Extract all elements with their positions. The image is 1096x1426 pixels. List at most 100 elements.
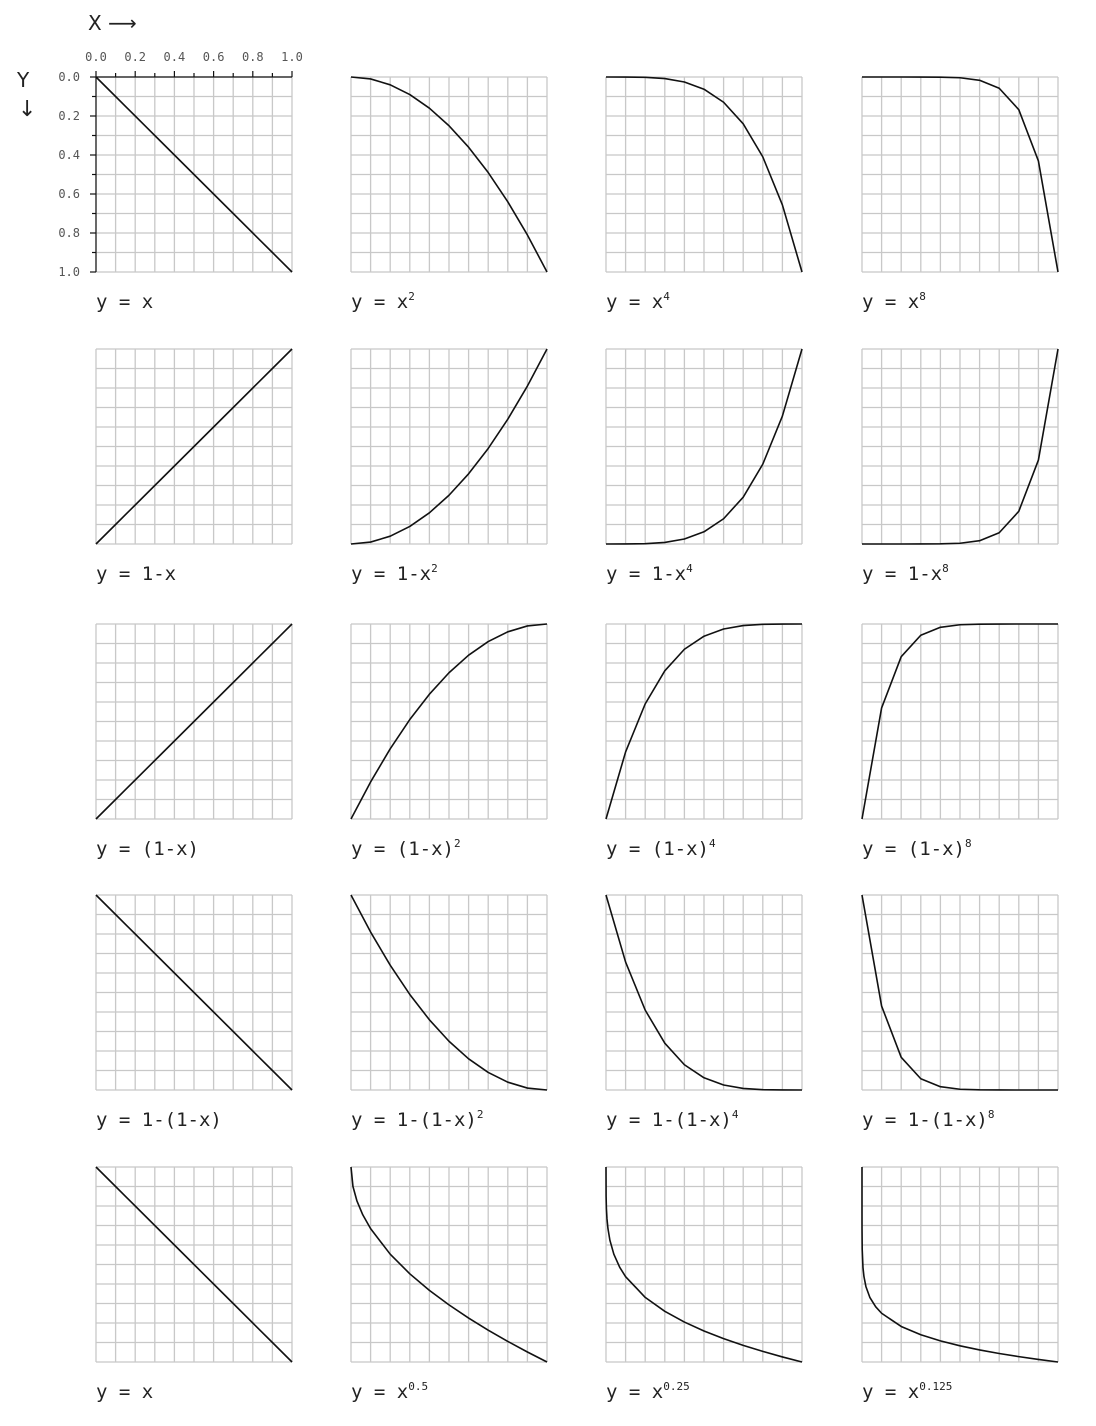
grid (605, 894, 803, 1091)
chart-label-exponent: 8 (942, 562, 949, 575)
chart-panel-13: y = 1-(1-x) (95, 894, 293, 1131)
chart-panel-19: y = x0.25 (605, 1166, 803, 1403)
chart-label: y = 1-x4 (606, 562, 693, 585)
y-tick-label: 0.0 (58, 70, 80, 84)
grid (350, 348, 548, 545)
chart-panel-15: y = 1-(1-x)4 (605, 894, 803, 1131)
chart-label-base: y = x (862, 1381, 919, 1403)
chart-label-base: y = (1-x) (606, 838, 709, 860)
grid (605, 623, 803, 820)
chart-panel-10: y = (1-x)2 (350, 623, 548, 860)
chart-panel-3: y = x4 (605, 76, 803, 313)
chart-label: y = x0.25 (606, 1380, 690, 1403)
chart-label-exponent: 0.5 (408, 1380, 428, 1393)
chart-label-exponent: 4 (732, 1108, 739, 1121)
curve (605, 623, 803, 820)
y-axis-title: Y ↓ (17, 70, 36, 121)
grid (861, 1166, 1059, 1363)
curve (95, 894, 293, 1091)
chart-panel-1: y = x (95, 76, 293, 313)
y-axis-title-letter: Y (17, 68, 30, 92)
chart-panel-11: y = (1-x)4 (605, 623, 803, 860)
chart-label-base: y = 1-x (606, 563, 686, 585)
chart-label: y = x0.125 (862, 1380, 952, 1403)
chart-label-base: y = x (606, 1381, 663, 1403)
chart-label: y = x (96, 1381, 153, 1403)
curve (861, 623, 1058, 820)
y-tick-label: 0.8 (58, 226, 80, 240)
curve (350, 894, 548, 1091)
x-tick-label: 0.0 (85, 50, 107, 64)
chart-label: y = 1-x8 (862, 562, 949, 585)
chart-label-exponent: 2 (477, 1108, 484, 1121)
chart-label-base: y = 1-(1-x) (606, 1109, 732, 1131)
grid (605, 76, 803, 273)
curve (861, 1167, 1059, 1363)
grid (350, 1166, 548, 1363)
chart-label-base: y = 1-(1-x) (96, 1109, 222, 1131)
chart-panel-12: y = (1-x)8 (861, 623, 1059, 860)
chart-label-base: y = x (862, 291, 919, 313)
chart-label-base: y = 1-(1-x) (351, 1109, 477, 1131)
chart-panel-8: y = 1-x8 (861, 348, 1059, 585)
curve (95, 76, 293, 273)
chart-label-base: y = x (96, 1381, 153, 1403)
chart-label: y = x4 (606, 290, 670, 313)
chart-label: y = x8 (862, 290, 926, 313)
chart-label-exponent: 4 (686, 562, 693, 575)
curve (862, 76, 1059, 273)
x-axis-arrow: ⟶ (108, 11, 137, 35)
chart-label: y = x (96, 291, 153, 313)
curve (350, 348, 548, 545)
chart-label-base: y = 1-x (862, 563, 942, 585)
grid (350, 623, 548, 820)
y-tick-label: 0.2 (58, 109, 80, 123)
chart-label-exponent: 4 (709, 837, 716, 850)
chart-panel-16: y = 1-(1-x)8 (861, 894, 1059, 1131)
x-tick-label: 0.8 (242, 50, 264, 64)
chart-label-exponent: 4 (663, 290, 670, 303)
chart-panel-20: y = x0.125 (861, 1166, 1059, 1403)
chart-label: y = (1-x)2 (351, 837, 461, 860)
chart-panel-18: y = x0.5 (350, 1166, 548, 1403)
chart-label: y = x0.5 (351, 1380, 428, 1403)
grid (350, 76, 548, 273)
curve (605, 76, 803, 273)
chart-label: y = 1-(1-x) (96, 1109, 222, 1131)
chart-label-exponent: 0.125 (919, 1380, 952, 1393)
grid (861, 76, 1059, 273)
x-tick-label: 0.2 (124, 50, 146, 64)
curve (350, 76, 548, 273)
grid (861, 348, 1059, 545)
chart-label-base: y = x (96, 291, 153, 313)
grid (605, 1166, 803, 1363)
chart-label-exponent: 2 (408, 290, 415, 303)
chart-panel-5: y = 1-x (95, 348, 293, 585)
chart-label-exponent: 8 (965, 837, 972, 850)
axis-ticks: 0.0 0.2 0.4 0.6 0.8 1.0 0.0 0.2 0.4 0.6 0.8 1.0 (58, 50, 303, 279)
chart-label: y = 1-(1-x)4 (606, 1108, 739, 1131)
grid (350, 894, 548, 1091)
chart-label-exponent: 2 (454, 837, 461, 850)
x-axis-title-letter: X (88, 11, 102, 35)
chart-label: y = (1-x)8 (862, 837, 972, 860)
chart-label-exponent: 8 (988, 1108, 995, 1121)
curve (861, 894, 1058, 1091)
curve (350, 1166, 548, 1363)
chart-label-base: y = 1-x (96, 563, 176, 585)
chart-label-base: y = 1-x (351, 563, 431, 585)
y-tick-label: 1.0 (58, 265, 80, 279)
chart-label: y = 1-x (96, 563, 176, 585)
chart-label-base: y = x (606, 291, 663, 313)
chart-label: y = x2 (351, 290, 415, 313)
curve (95, 1166, 293, 1363)
curve (95, 348, 293, 545)
curve (862, 348, 1059, 545)
grid (95, 348, 293, 545)
grid (95, 1166, 293, 1363)
chart-panel-6: y = 1-x2 (350, 348, 548, 585)
chart-label-base: y = x (351, 1381, 408, 1403)
chart-label-base: y = (1-x) (96, 838, 199, 860)
chart-label-base: y = (1-x) (862, 838, 965, 860)
